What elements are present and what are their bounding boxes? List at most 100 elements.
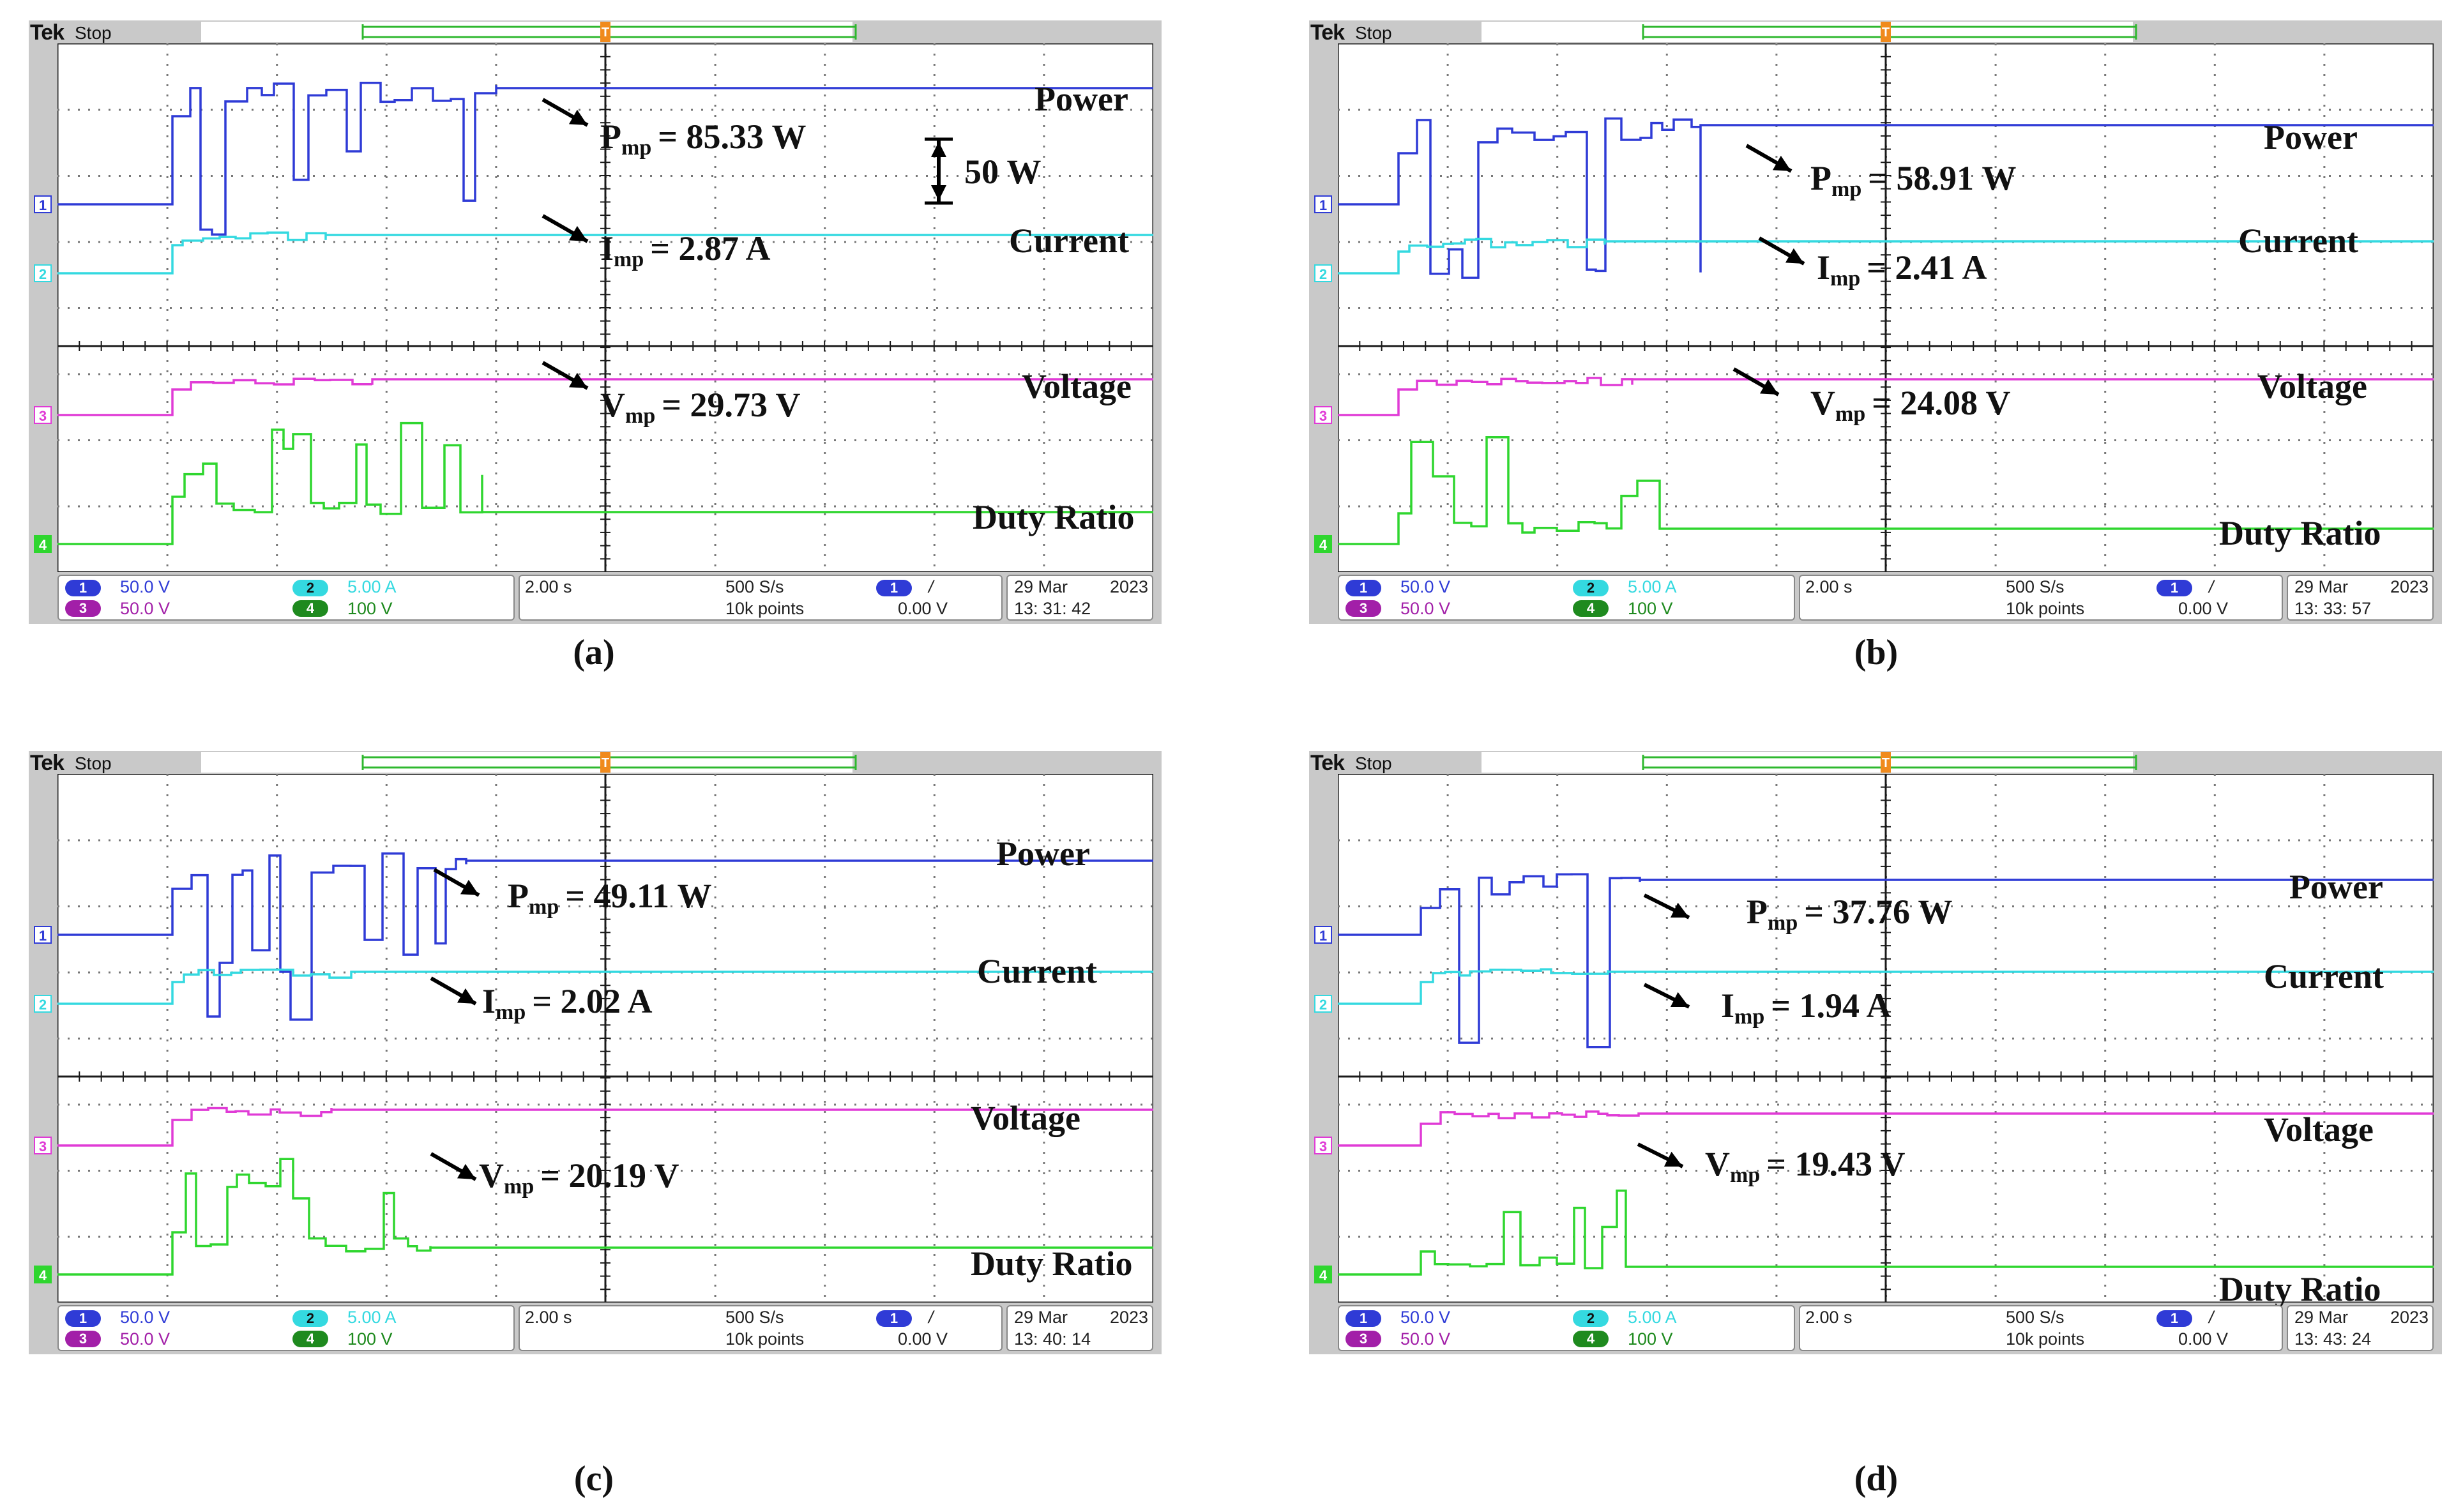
ch4-ground-marker[interactable]: 4 bbox=[34, 1266, 52, 1283]
ch2-ground-marker[interactable]: 2 bbox=[1314, 264, 1332, 282]
grid-dot bbox=[2268, 175, 2270, 177]
ch4-ground-marker[interactable]: 4 bbox=[34, 535, 52, 553]
grid-dot bbox=[2213, 401, 2216, 403]
grid-dot bbox=[436, 1236, 437, 1238]
grid-dot bbox=[803, 439, 805, 441]
ch3-ground-marker[interactable]: 3 bbox=[34, 1137, 52, 1154]
ch2-ground-marker[interactable]: 2 bbox=[34, 264, 52, 282]
grid-dot bbox=[1994, 135, 1997, 137]
grid-dot bbox=[1930, 439, 1932, 441]
grid-dot bbox=[166, 1091, 169, 1092]
grid-dot bbox=[803, 175, 805, 177]
grid-dot bbox=[2360, 839, 2361, 842]
grid-dot bbox=[844, 505, 846, 508]
grid-dot bbox=[568, 241, 570, 243]
grid-dot bbox=[1501, 505, 1503, 508]
grid-dot bbox=[276, 1213, 278, 1215]
grid-dot bbox=[630, 109, 632, 111]
grid-dot bbox=[1930, 307, 1932, 309]
grid-dot bbox=[2213, 319, 2216, 321]
grid-dot bbox=[1059, 1170, 1061, 1172]
grid-dot bbox=[1787, 439, 1789, 441]
grid-dot bbox=[276, 544, 278, 546]
grid-dot bbox=[78, 839, 80, 842]
trigger-level: 0.00 V bbox=[898, 599, 948, 618]
grid-dot bbox=[2053, 905, 2055, 907]
grid-dot bbox=[854, 373, 856, 375]
grid-dot bbox=[701, 307, 703, 309]
grid-dot bbox=[2213, 370, 2216, 372]
pmp-annotation: Pmp = 49.11 W bbox=[508, 876, 712, 919]
grid-dot bbox=[1818, 439, 1820, 441]
grid-dot bbox=[714, 411, 716, 413]
grid-dot bbox=[2176, 109, 2178, 111]
grid-dot bbox=[1471, 241, 1473, 243]
ch1-ground-marker[interactable]: 1 bbox=[34, 926, 52, 944]
grid-dot bbox=[977, 175, 979, 177]
ch1-ground-marker[interactable]: 1 bbox=[1314, 195, 1332, 213]
grid-dot bbox=[558, 175, 560, 177]
grid-dot bbox=[98, 971, 100, 974]
grid-dot bbox=[1089, 1103, 1091, 1106]
grid-dot bbox=[558, 1038, 560, 1040]
grid-dot bbox=[1446, 513, 1449, 515]
grid-dot bbox=[2323, 544, 2326, 546]
grid-dot bbox=[1043, 876, 1045, 878]
grid-dot bbox=[2323, 1203, 2326, 1205]
grid-dot bbox=[276, 442, 278, 444]
grid-dot bbox=[2213, 166, 2216, 168]
grid-dot bbox=[166, 186, 169, 188]
grid-dot bbox=[1481, 109, 1483, 111]
grid-dot bbox=[1775, 258, 1778, 260]
grid-dot bbox=[2104, 238, 2107, 239]
grid-dot bbox=[495, 54, 497, 56]
grid-dot bbox=[977, 1038, 979, 1040]
grid-dot bbox=[2063, 905, 2065, 907]
grid-dot bbox=[1043, 84, 1045, 86]
grid-dot bbox=[313, 175, 315, 177]
grid-dot bbox=[1994, 544, 1997, 546]
grid-dot bbox=[1038, 505, 1040, 508]
grid-dot bbox=[824, 401, 826, 403]
grid-dot bbox=[1556, 917, 1559, 919]
ch3-ground-marker[interactable]: 3 bbox=[34, 406, 52, 424]
grid-dot bbox=[933, 391, 936, 393]
grid-dot bbox=[1018, 439, 1020, 441]
grid-dot bbox=[385, 948, 388, 949]
grid-dot bbox=[936, 109, 938, 111]
grid-dot bbox=[166, 268, 169, 270]
grid-dot bbox=[1522, 839, 1524, 842]
grid-dot bbox=[385, 886, 388, 888]
grid-dot bbox=[231, 241, 233, 243]
grid-dot bbox=[714, 391, 716, 393]
grid-dot bbox=[2104, 905, 2106, 907]
grid-dot bbox=[495, 1029, 497, 1031]
grid-dot bbox=[933, 238, 936, 239]
ch2-ground-marker[interactable]: 2 bbox=[34, 995, 52, 1013]
grid-dot bbox=[824, 1103, 826, 1106]
grid-dot bbox=[824, 1029, 826, 1031]
ch1-ground-marker[interactable]: 1 bbox=[34, 195, 52, 213]
grid-dot bbox=[2323, 1172, 2326, 1174]
grid-dot bbox=[714, 534, 716, 536]
grid-dot bbox=[1992, 373, 1994, 375]
ch3-ground-marker[interactable]: 3 bbox=[1314, 406, 1332, 424]
ch4-ground-marker[interactable]: 4 bbox=[1314, 535, 1332, 553]
grid-dot bbox=[2104, 493, 2107, 495]
arrow-icon bbox=[430, 1152, 477, 1181]
grid-dot bbox=[1368, 1038, 1370, 1040]
grid-dot bbox=[1775, 268, 1778, 270]
grid-dot bbox=[272, 905, 274, 907]
grid-dot bbox=[166, 1152, 169, 1154]
grid-dot bbox=[1665, 299, 1668, 301]
grid-dot bbox=[1879, 373, 1881, 375]
grid-dot bbox=[495, 207, 497, 209]
brand-label: Tek bbox=[30, 20, 64, 45]
grid-dot bbox=[1726, 905, 1728, 907]
grid-dot bbox=[548, 439, 550, 441]
grid-dot bbox=[824, 1234, 826, 1236]
grid-dot bbox=[166, 432, 169, 434]
grid-dot bbox=[1446, 442, 1449, 444]
grid-dot bbox=[714, 156, 716, 158]
grid-dot bbox=[1338, 307, 1340, 309]
